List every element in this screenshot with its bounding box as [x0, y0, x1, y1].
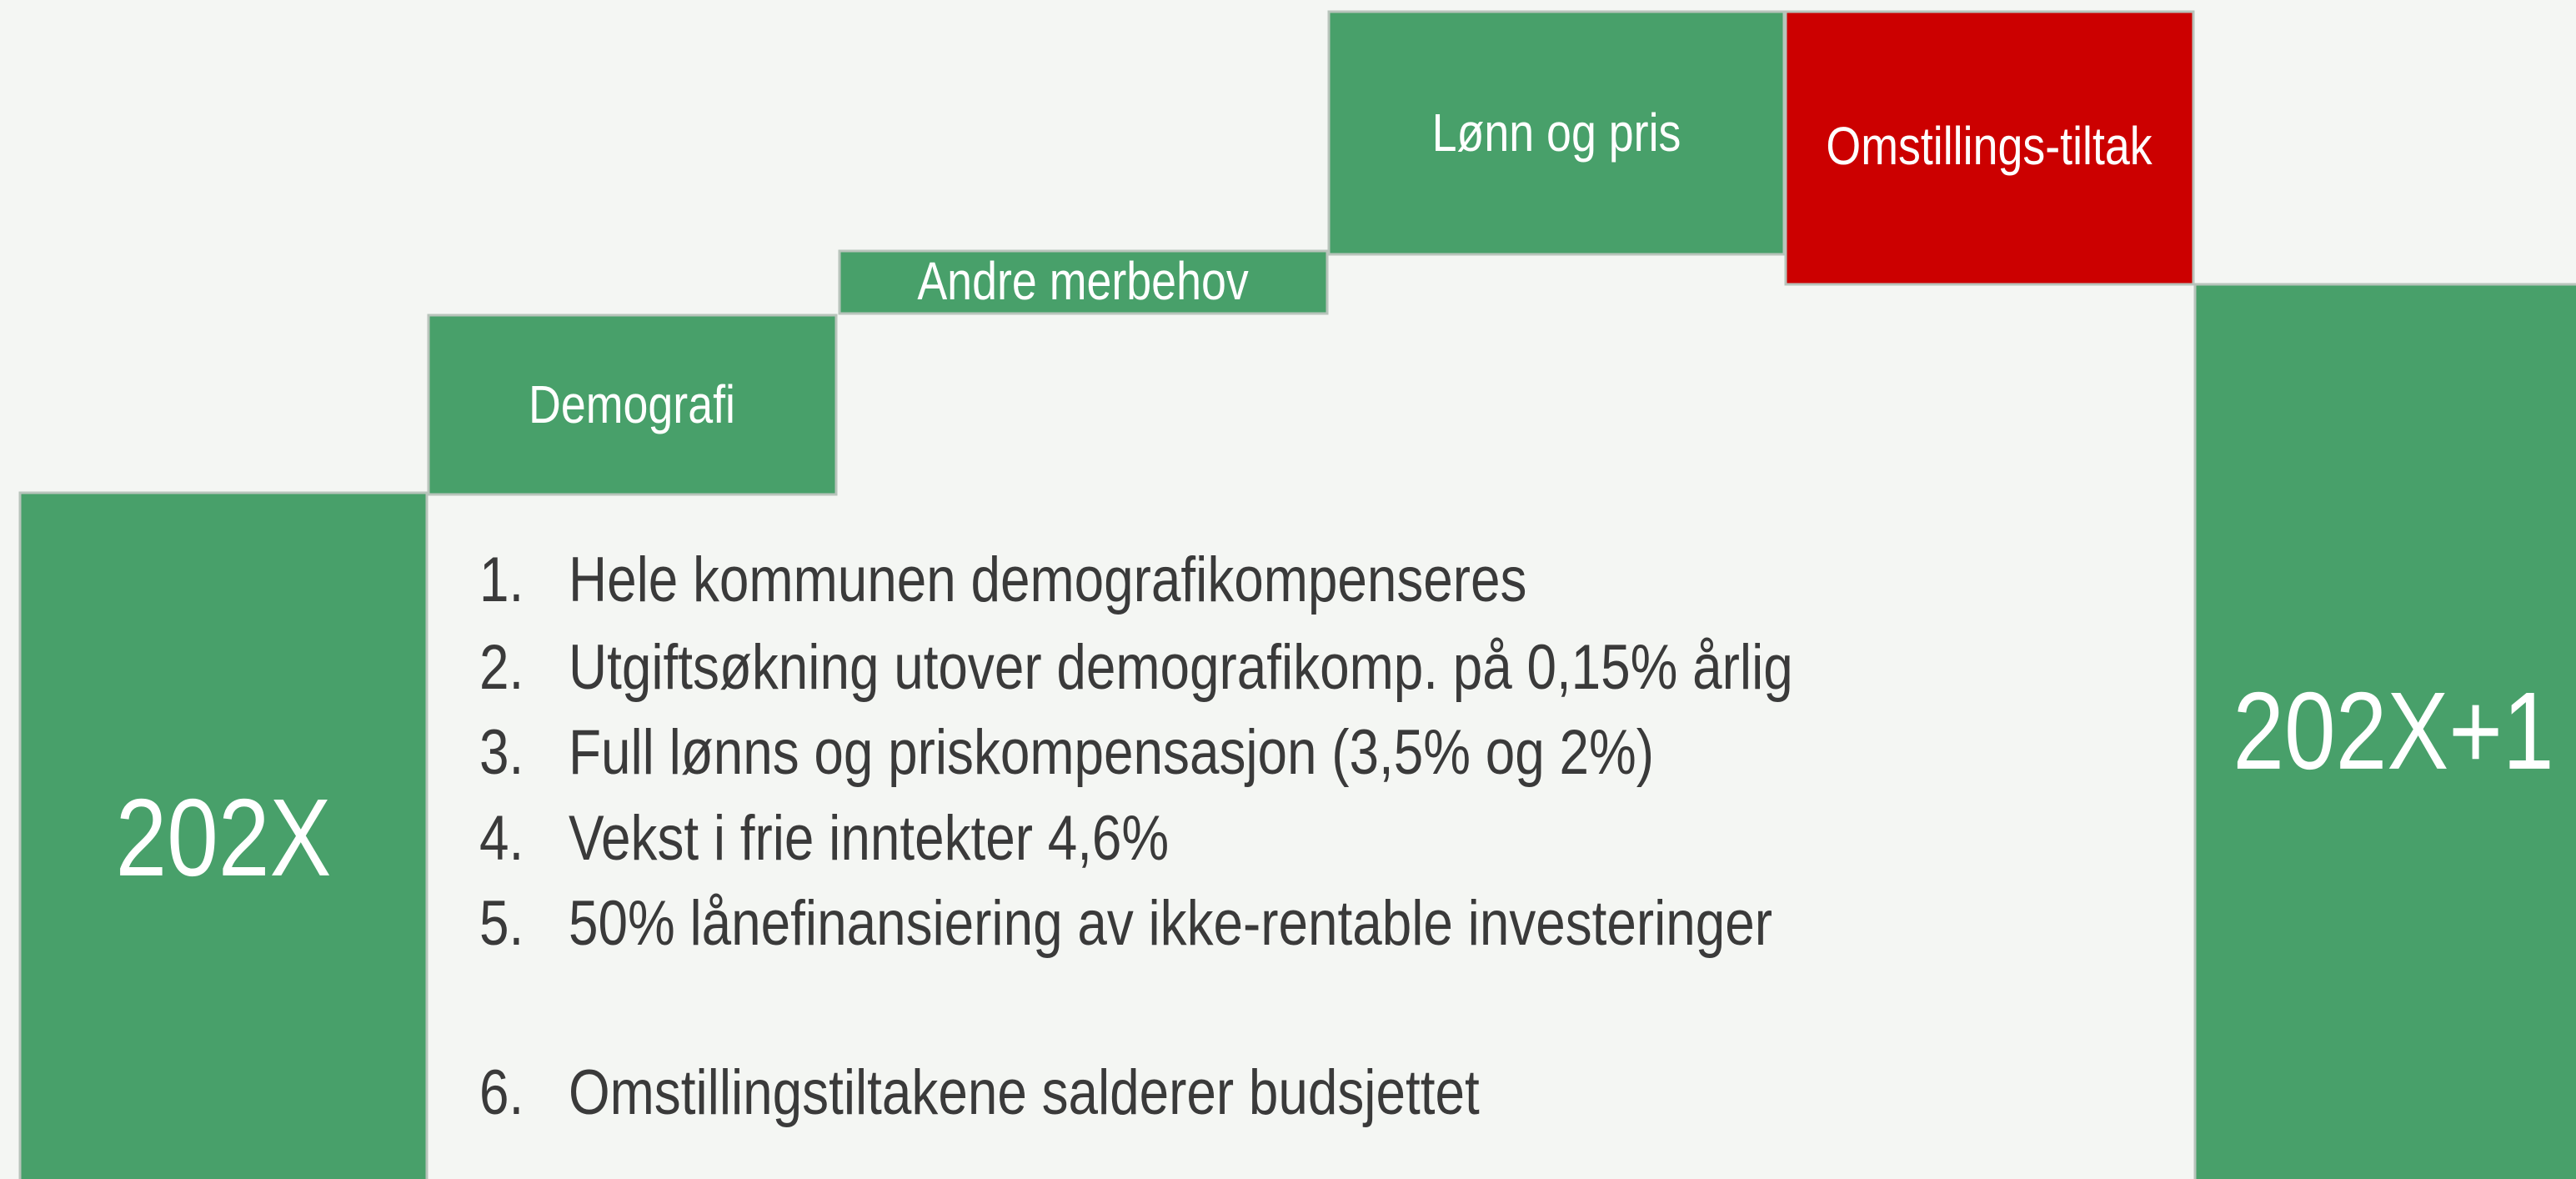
block-label: Andre merbehov	[917, 250, 1249, 311]
list-number: 1.	[479, 544, 524, 615]
list-number: 2.	[479, 631, 524, 703]
list-number: 5.	[479, 887, 524, 959]
list-text: Full lønns og priskompensasjon (3,5% og …	[569, 716, 1654, 788]
block	[1327, 10, 1786, 256]
list-text: Omstillingstiltakene salderer budsjettet	[569, 1056, 1480, 1128]
block-label: 202X	[116, 776, 332, 899]
block	[1784, 10, 2195, 286]
block	[427, 314, 838, 496]
block	[838, 249, 1329, 315]
list-text: Hele kommunen demografikompenseres	[569, 544, 1526, 615]
list-text: 50% lånefinansiering av ikke-rentable in…	[569, 887, 1772, 959]
block-label: Lønn og pris	[1432, 102, 1681, 163]
block-label: Omstillings-tiltak	[1826, 115, 2153, 176]
block	[2193, 283, 2576, 1179]
list-number: 3.	[479, 716, 524, 788]
list-text: Vekst i frie inntekter 4,6%	[569, 802, 1169, 874]
block-label: Demografi	[529, 374, 735, 434]
block-label: 202X+1	[2233, 670, 2553, 792]
list-text: Utgiftsøkning utover demografikomp. på 0…	[569, 631, 1793, 703]
list-number: 4.	[479, 802, 524, 874]
block	[18, 491, 428, 1179]
list-number: 6.	[479, 1056, 524, 1128]
list: 1. Hele kommunen demografikompenseres 2. Ut…	[479, 544, 1793, 1128]
